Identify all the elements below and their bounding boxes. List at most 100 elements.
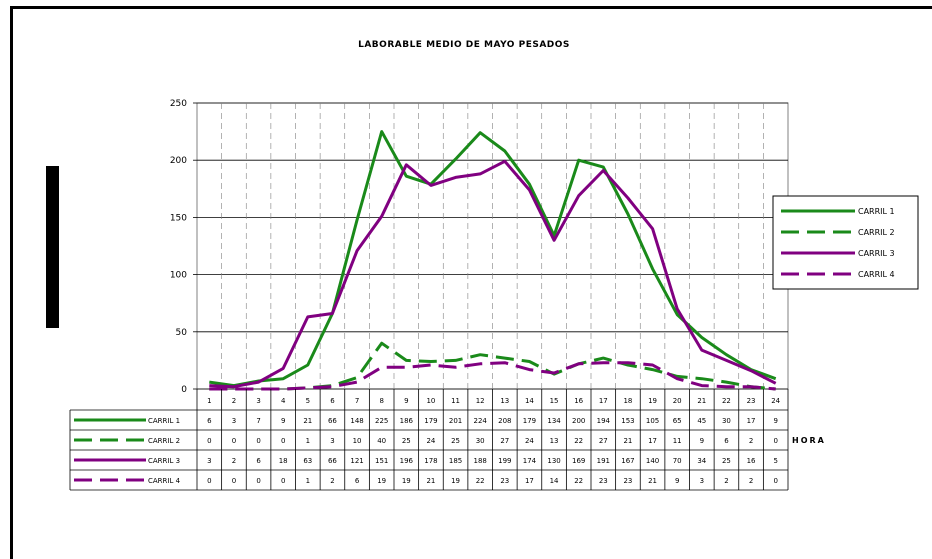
table-cell: 18 bbox=[279, 457, 288, 465]
legend-label: CARRIL 4 bbox=[858, 270, 895, 279]
table-cell: 148 bbox=[350, 417, 363, 425]
x-tick-label: 1 bbox=[207, 397, 211, 405]
x-tick-label: 5 bbox=[306, 397, 310, 405]
table-cell: 25 bbox=[402, 437, 411, 445]
table-cell: 200 bbox=[572, 417, 585, 425]
table-cell: 0 bbox=[232, 437, 236, 445]
table-cell: 21 bbox=[303, 417, 312, 425]
table-cell: 2 bbox=[330, 477, 334, 485]
table-cell: 19 bbox=[451, 477, 460, 485]
legend-label: CARRIL 1 bbox=[858, 207, 895, 216]
table-cell: 7 bbox=[256, 417, 260, 425]
table-cell: 10 bbox=[353, 437, 362, 445]
frame-top-border bbox=[10, 6, 932, 9]
table-cell: 30 bbox=[722, 417, 731, 425]
table-cell: 14 bbox=[550, 477, 559, 485]
table-cell: 186 bbox=[400, 417, 414, 425]
table-cell: 9 bbox=[773, 417, 777, 425]
table-cell: 3 bbox=[330, 437, 334, 445]
table-cell: 0 bbox=[773, 477, 777, 485]
table-cell: 34 bbox=[697, 457, 706, 465]
table-cell: 25 bbox=[451, 437, 460, 445]
x-tick-label: 7 bbox=[355, 397, 359, 405]
table-cell: 21 bbox=[623, 437, 632, 445]
x-axis-title: HORA bbox=[792, 436, 826, 445]
x-tick-label: 15 bbox=[550, 397, 559, 405]
table-cell: 0 bbox=[256, 477, 260, 485]
table-cell: 169 bbox=[572, 457, 585, 465]
y-tick-label: 0 bbox=[181, 385, 187, 395]
table-cell: 70 bbox=[673, 457, 682, 465]
series-line-4 bbox=[209, 361, 776, 391]
table-cell: 2 bbox=[724, 477, 728, 485]
table-cell: 9 bbox=[700, 437, 704, 445]
table-cell: 17 bbox=[525, 477, 534, 485]
table-cell: 23 bbox=[623, 477, 632, 485]
y-tick-label: 200 bbox=[170, 156, 187, 166]
table-cell: 105 bbox=[646, 417, 659, 425]
table-cell: 13 bbox=[550, 437, 559, 445]
table-cell: 191 bbox=[597, 457, 610, 465]
table-cell: 63 bbox=[303, 457, 312, 465]
table-cell: 9 bbox=[675, 477, 679, 485]
x-tick-label: 24 bbox=[771, 397, 780, 405]
table-cell: 27 bbox=[500, 437, 509, 445]
table-cell: 16 bbox=[747, 457, 756, 465]
table-cell: 185 bbox=[449, 457, 462, 465]
table-cell: 19 bbox=[377, 477, 386, 485]
table-series-label: CARRIL 3 bbox=[148, 457, 180, 465]
table-cell: 24 bbox=[525, 437, 534, 445]
x-tick-label: 12 bbox=[476, 397, 485, 405]
table-cell: 134 bbox=[547, 417, 561, 425]
table-cell: 2 bbox=[749, 437, 753, 445]
table-cell: 224 bbox=[474, 417, 488, 425]
x-tick-label: 19 bbox=[648, 397, 657, 405]
table-cell: 140 bbox=[646, 457, 659, 465]
table-cell: 0 bbox=[281, 437, 285, 445]
table-cell: 0 bbox=[281, 477, 285, 485]
series-line-3 bbox=[209, 159, 777, 389]
table-cell: 199 bbox=[498, 457, 511, 465]
x-tick-label: 21 bbox=[697, 397, 706, 405]
x-tick-label: 20 bbox=[673, 397, 682, 405]
table-cell: 19 bbox=[402, 477, 411, 485]
table-cell: 27 bbox=[599, 437, 608, 445]
table-cell: 196 bbox=[400, 457, 414, 465]
table-cell: 22 bbox=[476, 477, 485, 485]
x-tick-label: 10 bbox=[426, 397, 435, 405]
table-cell: 2 bbox=[749, 477, 753, 485]
x-tick-label: 23 bbox=[747, 397, 756, 405]
table-cell: 178 bbox=[424, 457, 437, 465]
table-cell: 6 bbox=[256, 457, 261, 465]
table-cell: 22 bbox=[574, 437, 583, 445]
table-cell: 21 bbox=[648, 477, 657, 485]
table-cell: 208 bbox=[498, 417, 511, 425]
table-cell: 6 bbox=[207, 417, 212, 425]
table-cell: 24 bbox=[426, 437, 435, 445]
table-cell: 65 bbox=[673, 417, 682, 425]
table-cell: 153 bbox=[621, 417, 634, 425]
x-tick-label: 17 bbox=[599, 397, 608, 405]
x-tick-label: 22 bbox=[722, 397, 731, 405]
table-cell: 66 bbox=[328, 417, 337, 425]
table-series-label: CARRIL 4 bbox=[148, 477, 181, 485]
table-cell: 25 bbox=[722, 457, 731, 465]
table-cell: 179 bbox=[424, 417, 437, 425]
table-series-label: CARRIL 1 bbox=[148, 417, 180, 425]
frame-left-border bbox=[10, 6, 13, 559]
y-tick-label: 50 bbox=[176, 328, 188, 338]
table-cell: 174 bbox=[523, 457, 537, 465]
x-tick-label: 9 bbox=[404, 397, 408, 405]
table-cell: 1 bbox=[306, 437, 310, 445]
table-cell: 6 bbox=[355, 477, 360, 485]
table-cell: 2 bbox=[232, 457, 236, 465]
x-tick-label: 11 bbox=[451, 397, 460, 405]
table-cell: 45 bbox=[697, 417, 706, 425]
table-cell: 23 bbox=[599, 477, 608, 485]
table-cell: 23 bbox=[500, 477, 509, 485]
table-cell: 66 bbox=[328, 457, 337, 465]
table-cell: 17 bbox=[648, 437, 657, 445]
x-tick-label: 6 bbox=[330, 397, 335, 405]
